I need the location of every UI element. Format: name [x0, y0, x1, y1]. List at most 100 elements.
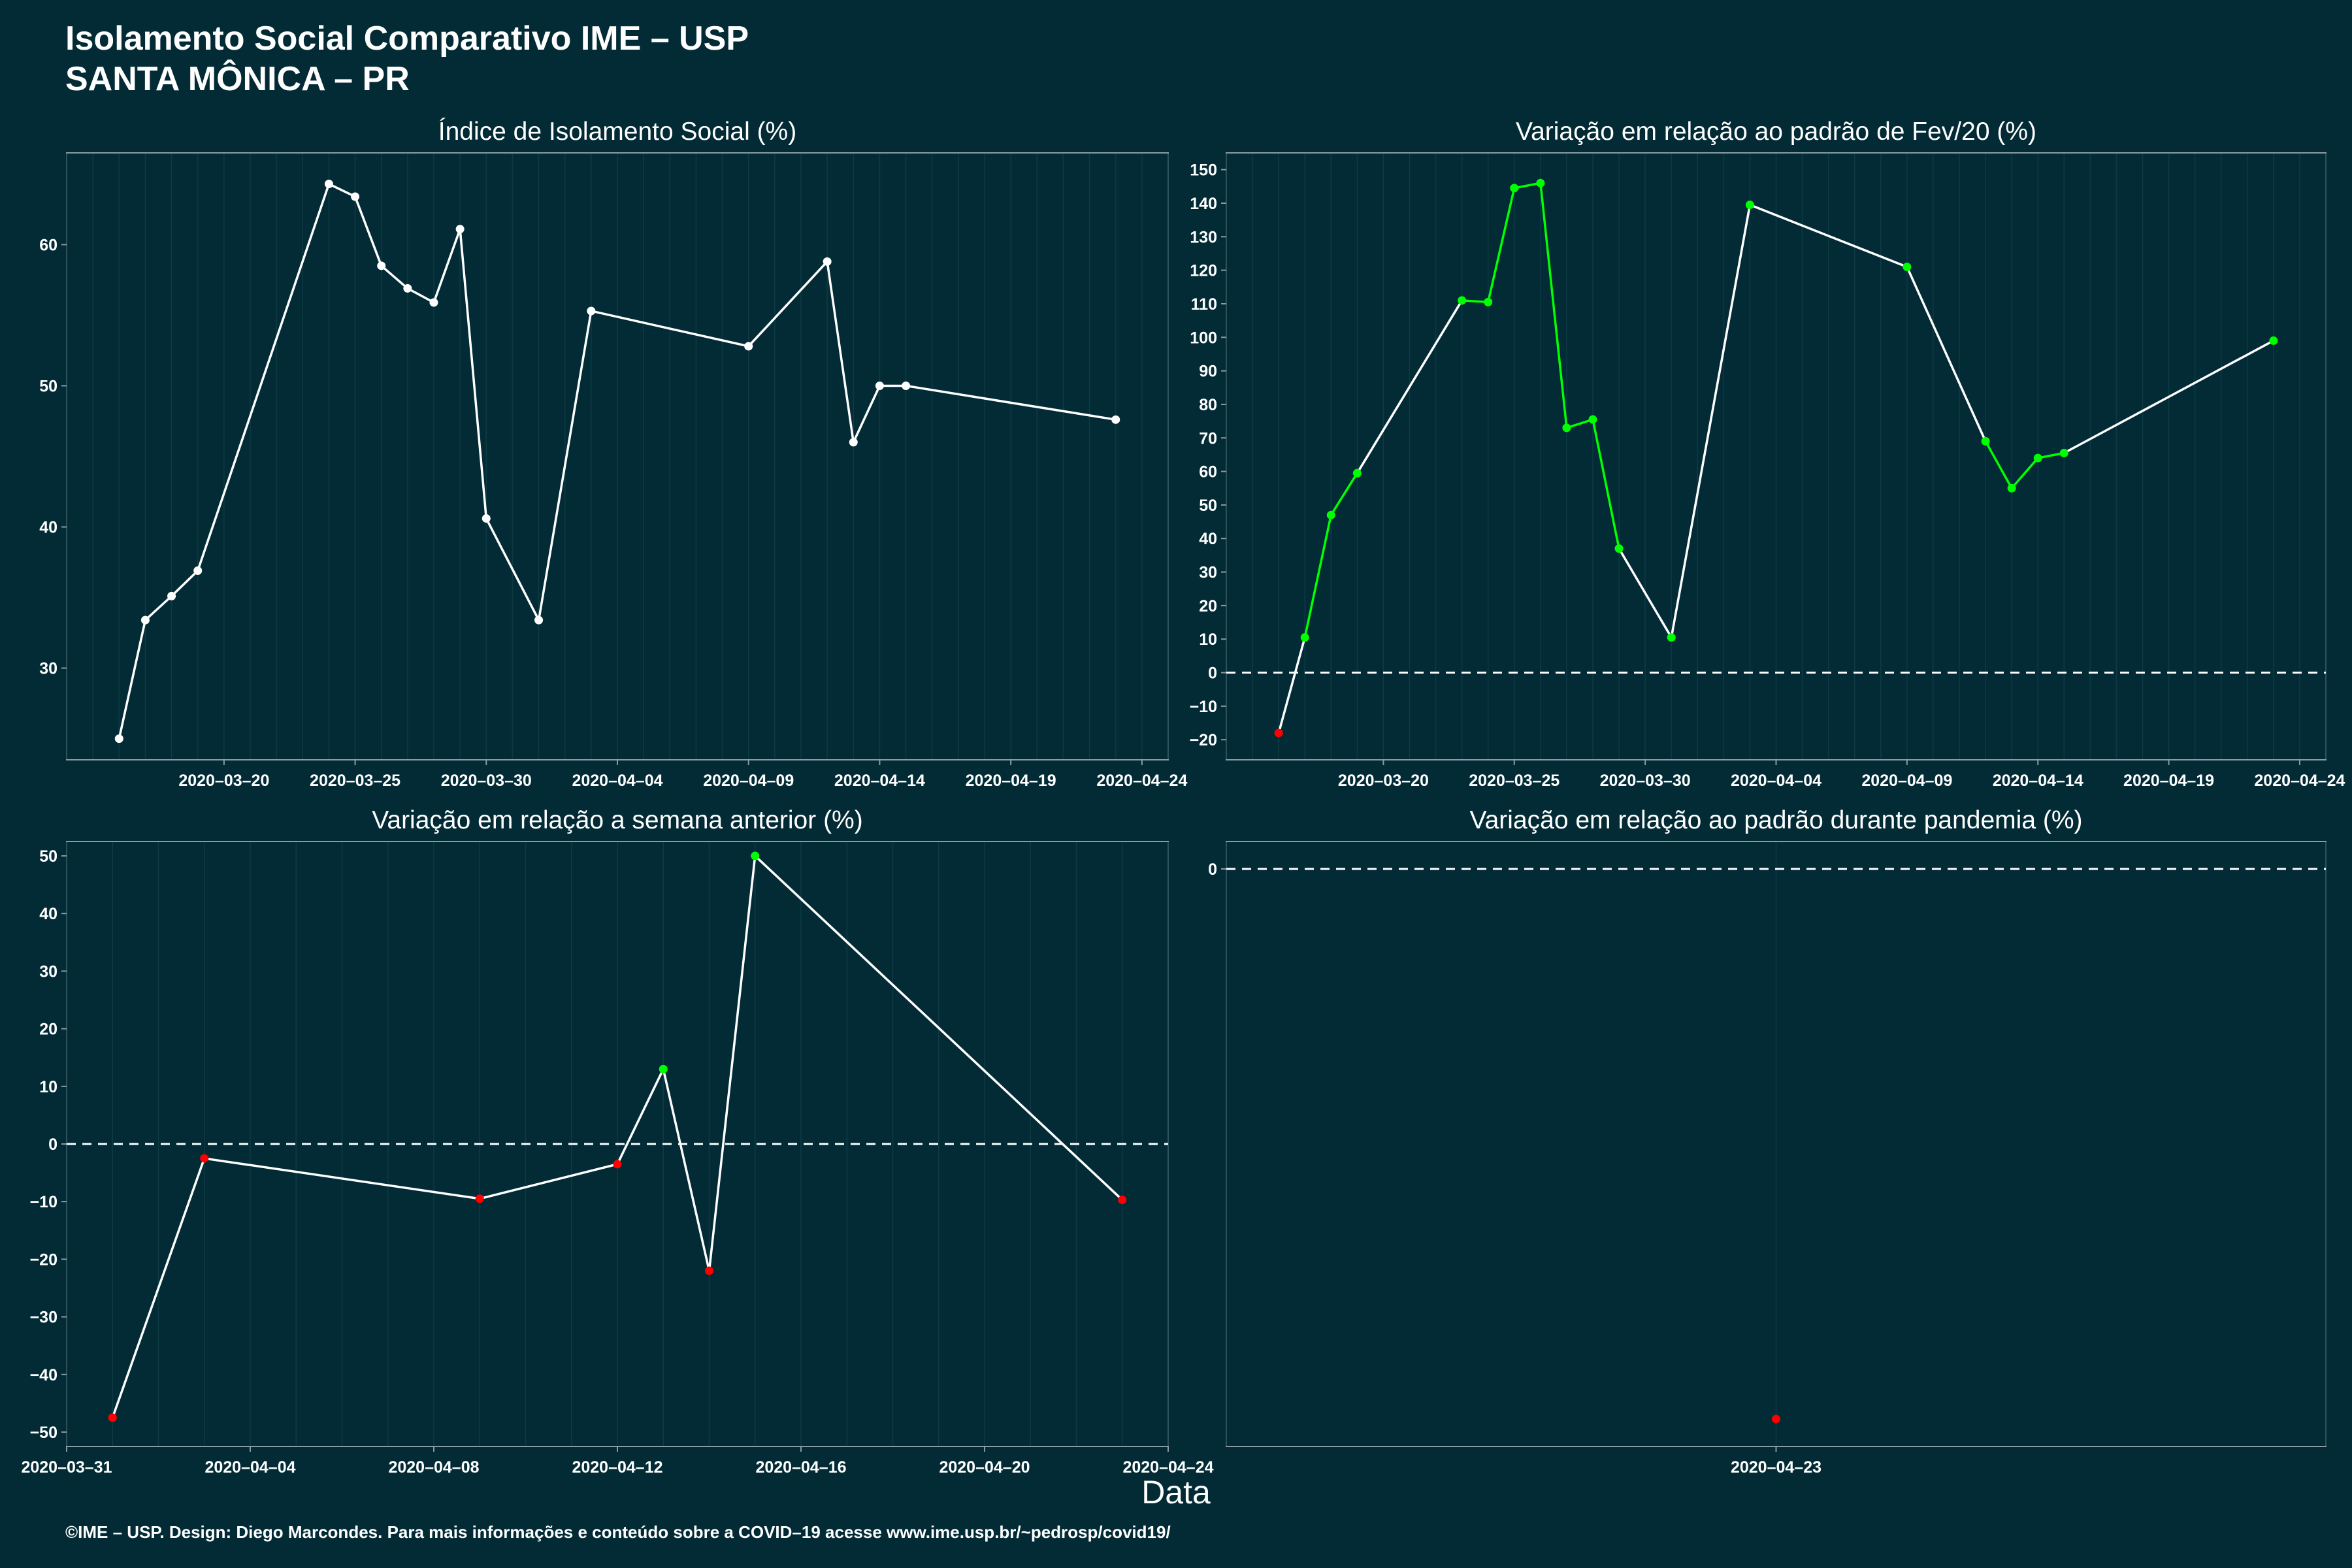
series-segment — [1330, 472, 1358, 516]
series-segment — [1670, 204, 1752, 638]
series-segment — [459, 229, 488, 519]
y-tick-label: 110 — [1191, 295, 1217, 314]
y-tick-label: −20 — [1190, 731, 1217, 749]
x-tick-label: 2020–03–25 — [1469, 772, 1560, 790]
data-point — [849, 438, 858, 447]
y-tick-label: 40 — [39, 905, 57, 923]
series-segment — [591, 310, 749, 348]
y-tick-label: 30 — [39, 660, 57, 678]
y-tick-label: 0 — [48, 1135, 57, 1154]
y-tick-label: −50 — [30, 1424, 57, 1442]
series-segment — [1618, 547, 1673, 638]
data-point — [167, 591, 176, 600]
y-tick-label: −40 — [30, 1366, 57, 1384]
data-point — [140, 615, 150, 625]
y-tick-label: 120 — [1190, 262, 1217, 280]
data-point — [351, 192, 360, 201]
data-point — [200, 1154, 209, 1163]
data-point — [1326, 510, 1335, 519]
x-tick-label: 2020–04–19 — [966, 772, 1056, 790]
data-point — [902, 381, 911, 390]
x-tick-label: 2020–03–30 — [1600, 772, 1691, 790]
series-segment — [479, 1163, 618, 1200]
series-segment — [1749, 203, 1908, 269]
x-tick-label: 2020–04–14 — [1993, 772, 2083, 790]
series-segment — [118, 619, 147, 739]
x-tick-label: 2020–04–12 — [572, 1458, 662, 1477]
data-point — [2007, 483, 2016, 493]
data-point — [2269, 336, 2278, 345]
data-point — [1274, 728, 1283, 738]
data-point — [377, 261, 386, 270]
x-tick-label: 2020–04–24 — [1096, 772, 1187, 790]
x-tick-label: 2020–04–20 — [939, 1458, 1030, 1477]
x-tick-label: 2020–04–08 — [388, 1458, 479, 1477]
series-segment — [1514, 182, 1541, 189]
data-point — [823, 257, 832, 266]
data-point — [613, 1160, 622, 1169]
x-tick-label: 2020–04–04 — [1731, 772, 1821, 790]
series-segment — [906, 384, 1116, 421]
data-point — [534, 615, 544, 625]
data-point — [114, 734, 123, 743]
y-tick-label: 130 — [1190, 228, 1217, 246]
data-point — [1458, 296, 1467, 305]
data-point — [1484, 297, 1493, 306]
data-point — [1536, 178, 1545, 188]
data-point — [751, 851, 760, 860]
panel-title-3: Variação em relação a semana anterior (%… — [372, 806, 862, 834]
y-tick-label: −20 — [30, 1250, 57, 1269]
data-point — [1588, 415, 1597, 424]
y-tick-label: −10 — [1190, 698, 1217, 716]
y-tick-label: 30 — [1199, 564, 1217, 582]
data-point — [1772, 1414, 1780, 1424]
panel-title-4: Variação em relação ao padrão durante pa… — [1470, 806, 2083, 834]
x-tick-label: 2020–04–23 — [1731, 1458, 1821, 1477]
x-tick-label: 2020–04–19 — [2123, 772, 2214, 790]
y-tick-label: 10 — [39, 1078, 57, 1096]
data-point — [1300, 633, 1309, 642]
x-tick-label: 2020–04–14 — [834, 772, 925, 790]
series-segment — [852, 385, 881, 443]
y-tick-label: 30 — [39, 962, 57, 981]
footer-credit: ©IME – USP. Design: Diego Marcondes. Par… — [65, 1522, 1171, 1542]
y-tick-label: 150 — [1190, 161, 1217, 180]
series-segment — [616, 1068, 664, 1165]
data-point — [403, 284, 412, 293]
series-segment — [204, 1157, 480, 1200]
x-tick-label: 2020–04–09 — [1861, 772, 1952, 790]
panel-title-1: Índice de Isolamento Social (%) — [438, 118, 796, 146]
data-point — [1562, 423, 1571, 433]
y-tick-label: 10 — [1199, 630, 1217, 649]
series-segment — [1592, 419, 1620, 549]
y-tick-label: 60 — [39, 236, 57, 254]
y-tick-label: 0 — [1208, 664, 1217, 683]
data-point — [587, 306, 596, 316]
data-point — [875, 381, 884, 390]
x-tick-label: 2020–04–04 — [204, 1458, 295, 1477]
data-point — [1903, 263, 1912, 272]
series-segment — [380, 265, 408, 289]
series-segment — [111, 1158, 206, 1418]
x-tick-label: 2020–03–25 — [310, 772, 400, 790]
y-tick-label: 20 — [39, 1021, 57, 1039]
y-tick-label: 50 — [1199, 497, 1217, 515]
data-point — [1111, 415, 1120, 424]
data-point — [1667, 633, 1676, 642]
y-tick-label: 80 — [1199, 396, 1217, 414]
series-segment — [328, 182, 356, 198]
data-point — [1118, 1196, 1127, 1205]
series-segment — [407, 287, 434, 304]
y-tick-label: 50 — [39, 847, 57, 866]
data-point — [1981, 436, 1990, 446]
data-point — [705, 1266, 713, 1275]
series-segment — [353, 196, 383, 267]
title-line-2: SANTA MÔNICA – PR — [65, 60, 410, 98]
data-point — [455, 225, 465, 234]
series-segment — [1539, 183, 1568, 429]
series-segment — [1487, 188, 1516, 302]
x-tick-label: 2020–03–30 — [441, 772, 532, 790]
series-segment — [708, 855, 757, 1271]
